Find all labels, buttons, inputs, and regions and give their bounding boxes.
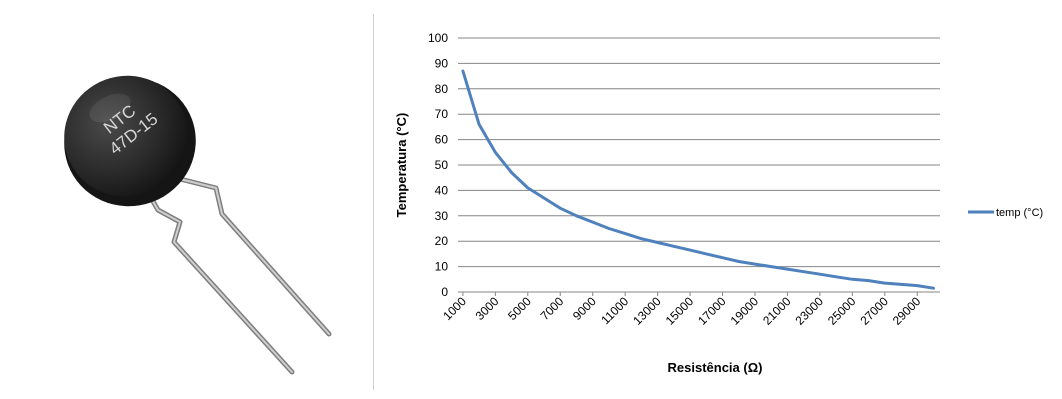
data-point: [624, 232, 626, 235]
y-tick-label: 50: [435, 158, 449, 172]
data-point: [608, 227, 610, 230]
x-tick-labels: 1000 3000 5000 7000 9000 11000130001500017000…: [440, 292, 924, 328]
data-point: [916, 284, 919, 287]
data-point: [689, 249, 691, 251]
legend: temp (°C): [968, 207, 1043, 219]
x-tick-label: 21000: [760, 294, 794, 328]
gridlines: [458, 37, 940, 268]
thermistor-illustration: NTC 47D-15: [64, 75, 332, 375]
x-tick-label: 25000: [825, 294, 859, 328]
data-point: [705, 253, 708, 255]
data-point: [900, 283, 902, 286]
x-tick-label: 23000: [793, 294, 827, 328]
y-axis-label: Temperatura (°C): [394, 113, 409, 218]
data-point: [851, 278, 854, 281]
data-point: [559, 207, 562, 209]
x-tick-label: 13000: [630, 294, 664, 328]
x-tick-label: 7000: [538, 294, 567, 323]
x-tick-label: 15000: [663, 294, 697, 328]
y-tick-label: 60: [435, 133, 449, 147]
data-point: [656, 241, 659, 244]
x-tick-label: 27000: [857, 294, 891, 328]
data-point: [884, 282, 886, 284]
y-tick-label: 90: [435, 56, 449, 70]
data-point: [867, 279, 870, 282]
x-tick-label: 19000: [728, 294, 762, 328]
data-point: [478, 123, 480, 126]
data-point: [802, 270, 805, 273]
x-tick-label: 11000: [598, 294, 631, 327]
y-tick-label: 80: [435, 82, 449, 96]
y-tick-label: 70: [435, 107, 449, 121]
y-tick-label: 10: [435, 260, 449, 274]
data-point: [462, 70, 464, 72]
legend-label: temp (°C): [996, 207, 1043, 219]
data-point: [754, 263, 756, 265]
data-point: [575, 215, 578, 217]
x-tick-label: 3000: [473, 294, 502, 323]
series-line: [461, 69, 935, 290]
data-point: [786, 268, 789, 270]
data-point: [543, 197, 545, 199]
thermistor-body: NTC 47D-15: [64, 75, 196, 207]
data-point: [932, 287, 935, 289]
data-point: [721, 256, 724, 259]
data-point: [591, 221, 594, 223]
data-point: [510, 171, 513, 174]
panel-divider: [373, 14, 374, 390]
x-tick-label: 5000: [505, 294, 534, 323]
x-tick-label: 29000: [890, 294, 924, 328]
x-tick-label: 17000: [695, 294, 729, 328]
y-tick-label: 40: [435, 183, 449, 197]
y-tick-label: 20: [435, 234, 449, 248]
x-axis-label: Resistência (Ω): [668, 360, 763, 375]
y-tick-label: 30: [435, 209, 449, 223]
data-point: [819, 273, 821, 276]
data-point: [526, 187, 529, 189]
data-point: [737, 260, 740, 263]
data-point: [640, 237, 643, 240]
data-point: [770, 265, 773, 268]
data-point: [835, 275, 837, 278]
x-tick-label: 9000: [570, 294, 599, 323]
y-tick-label: 100: [428, 31, 448, 45]
series-lines: [461, 69, 935, 290]
y-tick-label: 0: [441, 285, 448, 299]
thermistor-photo: NTC 47D-15: [0, 0, 372, 394]
y-tick-labels: 0 10 20 30 40 50 60 70 80 90 100: [428, 31, 448, 299]
chart-panel: 0 10 20 30 40 50 60 70 80 90 100 1000 3000 5000 7000 9…: [372, 0, 1062, 394]
data-point: [494, 151, 497, 154]
data-point: [673, 245, 675, 248]
